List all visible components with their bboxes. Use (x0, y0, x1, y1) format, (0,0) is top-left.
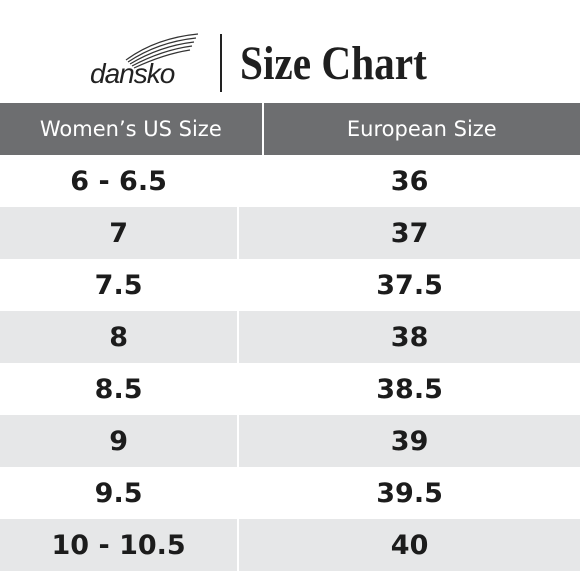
table-row: 9 39 (0, 415, 580, 467)
size-table: Women’s US Size European Size 6 - 6.5 36 7 37… (0, 103, 580, 571)
table-row: 8 38 (0, 311, 580, 363)
table-cell: 40 (237, 519, 580, 571)
table-cell: 10 - 10.5 (51, 529, 186, 561)
table-row: 6 - 6.5 36 (0, 155, 580, 207)
table-cell: 9.5 (94, 477, 143, 509)
column-header: Women’s US Size (0, 103, 264, 155)
brand-name: dansko (90, 58, 175, 89)
column-header: European Size (346, 117, 497, 141)
table-cell: 37.5 (237, 259, 580, 311)
table-row: 9.5 39.5 (0, 467, 580, 519)
table-row: 7 37 (0, 207, 580, 259)
table-cell: 39.5 (237, 467, 580, 519)
table-cell: 37 (237, 207, 580, 259)
table-cell: 38.5 (237, 363, 580, 415)
table-cell: 9 (109, 425, 128, 457)
table-row: 8.5 38.5 (0, 363, 580, 415)
table-cell: 39 (237, 415, 580, 467)
table-cell: 8.5 (94, 373, 143, 405)
table-cell: 36 (237, 155, 580, 207)
table-cell: 6 - 6.5 (70, 165, 167, 197)
table-row: 10 - 10.5 40 (0, 519, 580, 571)
page-title: Size Chart (240, 37, 427, 90)
table-cell: 38 (237, 311, 580, 363)
brand-wing (125, 33, 199, 69)
table-row: 7.5 37.5 (0, 259, 580, 311)
table-cell: 7.5 (94, 269, 143, 301)
table-header: Women’s US Size European Size (0, 103, 580, 155)
table-cell: 7 (109, 217, 128, 249)
divider (220, 34, 222, 92)
table-cell: 8 (109, 321, 128, 353)
